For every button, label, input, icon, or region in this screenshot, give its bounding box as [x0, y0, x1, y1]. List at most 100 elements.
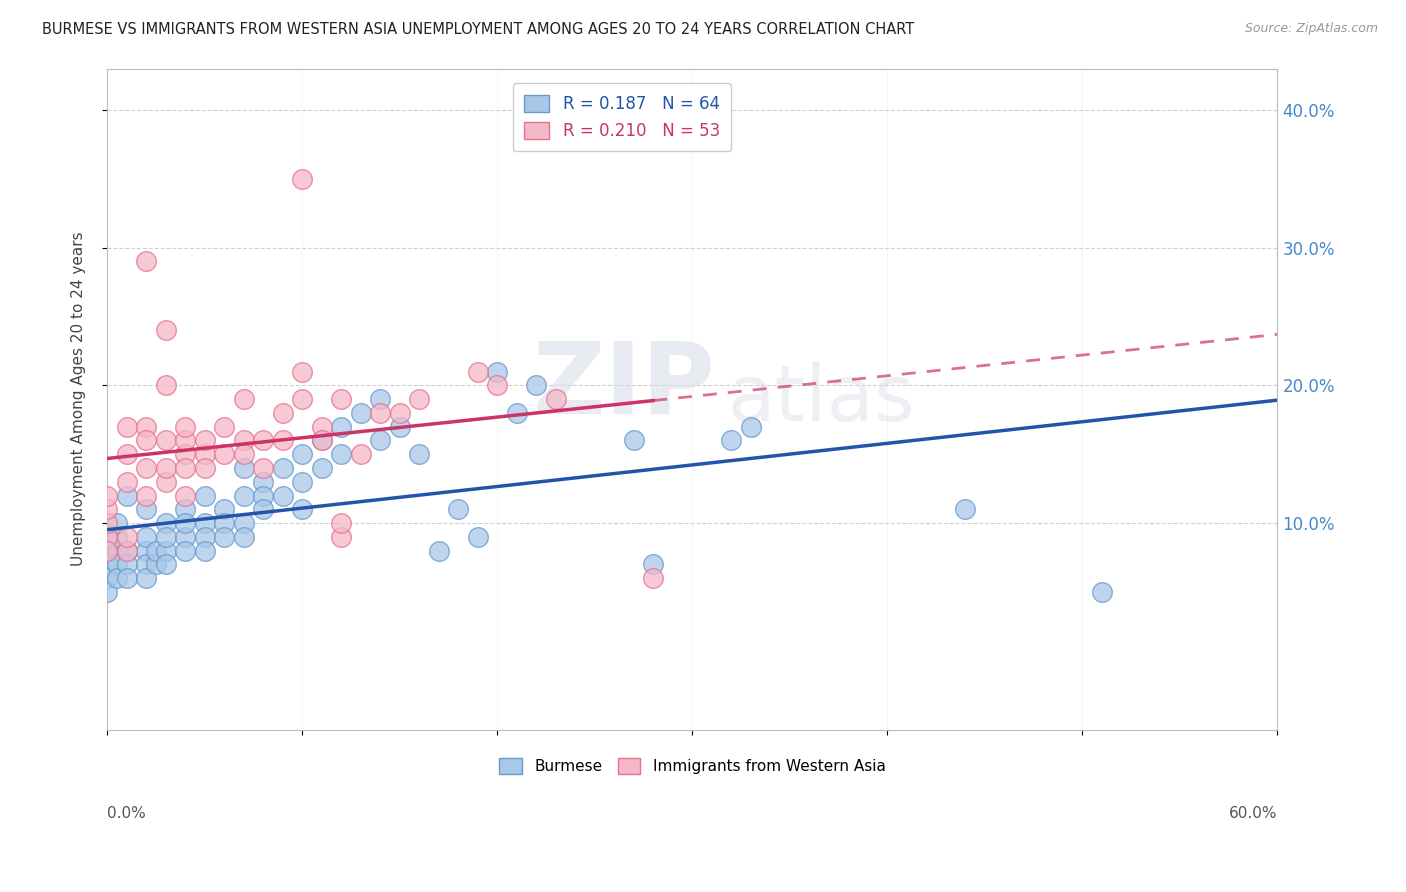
Point	[96, 489, 118, 503]
Point	[174, 530, 197, 544]
Point	[252, 461, 274, 475]
Point	[96, 502, 118, 516]
Point	[96, 530, 118, 544]
Text: 0.0%: 0.0%	[107, 805, 146, 821]
Point	[232, 392, 254, 406]
Point	[135, 419, 157, 434]
Point	[232, 434, 254, 448]
Point	[408, 392, 430, 406]
Point	[155, 434, 177, 448]
Point	[115, 543, 138, 558]
Point	[135, 543, 157, 558]
Point	[271, 406, 294, 420]
Point	[212, 447, 235, 461]
Point	[524, 378, 547, 392]
Text: BURMESE VS IMMIGRANTS FROM WESTERN ASIA UNEMPLOYMENT AMONG AGES 20 TO 24 YEARS C: BURMESE VS IMMIGRANTS FROM WESTERN ASIA …	[42, 22, 914, 37]
Point	[96, 543, 118, 558]
Point	[96, 543, 118, 558]
Point	[486, 365, 509, 379]
Point	[105, 571, 128, 585]
Point	[145, 543, 167, 558]
Point	[368, 434, 391, 448]
Point	[408, 447, 430, 461]
Point	[155, 530, 177, 544]
Point	[174, 447, 197, 461]
Point	[232, 530, 254, 544]
Point	[174, 516, 197, 530]
Point	[427, 543, 450, 558]
Point	[174, 461, 197, 475]
Point	[135, 571, 157, 585]
Point	[194, 543, 217, 558]
Point	[212, 502, 235, 516]
Point	[135, 558, 157, 572]
Point	[115, 475, 138, 489]
Point	[115, 489, 138, 503]
Point	[174, 489, 197, 503]
Point	[486, 378, 509, 392]
Point	[212, 419, 235, 434]
Point	[135, 502, 157, 516]
Point	[330, 447, 353, 461]
Point	[145, 558, 167, 572]
Point	[388, 406, 411, 420]
Point	[467, 530, 489, 544]
Point	[194, 447, 217, 461]
Point	[311, 434, 333, 448]
Point	[330, 419, 353, 434]
Point	[96, 571, 118, 585]
Point	[135, 434, 157, 448]
Point	[544, 392, 567, 406]
Point	[740, 419, 762, 434]
Point	[155, 461, 177, 475]
Point	[350, 447, 373, 461]
Text: ZIP: ZIP	[533, 337, 716, 434]
Text: 60.0%: 60.0%	[1229, 805, 1278, 821]
Point	[291, 475, 314, 489]
Point	[252, 489, 274, 503]
Point	[155, 475, 177, 489]
Point	[194, 530, 217, 544]
Point	[291, 502, 314, 516]
Point	[505, 406, 527, 420]
Y-axis label: Unemployment Among Ages 20 to 24 years: Unemployment Among Ages 20 to 24 years	[72, 232, 86, 566]
Point	[174, 543, 197, 558]
Point	[105, 516, 128, 530]
Point	[115, 571, 138, 585]
Point	[135, 489, 157, 503]
Point	[232, 489, 254, 503]
Point	[252, 434, 274, 448]
Point	[271, 434, 294, 448]
Point	[115, 447, 138, 461]
Point	[368, 406, 391, 420]
Point	[212, 516, 235, 530]
Point	[291, 392, 314, 406]
Point	[955, 502, 977, 516]
Point	[135, 254, 157, 268]
Point	[643, 571, 665, 585]
Point	[115, 419, 138, 434]
Point	[105, 530, 128, 544]
Point	[194, 516, 217, 530]
Point	[155, 543, 177, 558]
Point	[155, 323, 177, 337]
Point	[388, 419, 411, 434]
Point	[135, 530, 157, 544]
Point	[212, 530, 235, 544]
Point	[291, 171, 314, 186]
Point	[96, 558, 118, 572]
Point	[135, 461, 157, 475]
Point	[174, 434, 197, 448]
Point	[96, 585, 118, 599]
Point	[115, 543, 138, 558]
Point	[1091, 585, 1114, 599]
Legend: Burmese, Immigrants from Western Asia: Burmese, Immigrants from Western Asia	[491, 750, 893, 781]
Point	[330, 392, 353, 406]
Point	[467, 365, 489, 379]
Point	[350, 406, 373, 420]
Point	[194, 461, 217, 475]
Text: Source: ZipAtlas.com: Source: ZipAtlas.com	[1244, 22, 1378, 36]
Point	[194, 489, 217, 503]
Point	[115, 530, 138, 544]
Point	[311, 434, 333, 448]
